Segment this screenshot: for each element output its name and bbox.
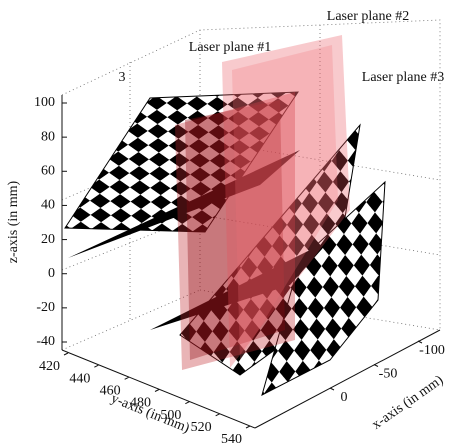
z-tick-label: 40 <box>41 198 55 213</box>
y-axis-line <box>61 349 256 429</box>
y-tick-label: 520 <box>191 420 212 435</box>
z-tick-label: 60 <box>41 164 55 179</box>
y-tick <box>245 425 251 429</box>
y-tick <box>154 389 160 392</box>
annotation: Laser plane #1 <box>189 40 271 55</box>
y-tick-label: 420 <box>39 359 60 374</box>
y-tick-label: 500 <box>160 408 181 423</box>
laser-planes <box>175 35 350 370</box>
x-tick-label: -100 <box>419 343 445 358</box>
y-tick-label: 460 <box>100 384 121 399</box>
x-axis-line <box>254 329 441 429</box>
annotation: Laser plane #3 <box>362 70 444 85</box>
y-tick <box>215 413 220 417</box>
y-tick-label: 480 <box>130 396 151 411</box>
x-tick <box>329 387 335 391</box>
y-tick <box>124 376 129 380</box>
x-tick <box>417 340 423 344</box>
y-tick-label: 540 <box>221 432 242 447</box>
z-tick-label: 100 <box>34 95 55 110</box>
z-tick-label: 20 <box>41 232 55 247</box>
z-axis-label: z-axis (in mm) <box>6 180 21 263</box>
z-tick-label: 80 <box>41 129 55 144</box>
z-tick-label: -20 <box>36 300 55 315</box>
annotation: 3 <box>119 70 126 85</box>
annotation: Laser plane #2 <box>327 9 409 24</box>
z-tick-label: -40 <box>36 334 55 349</box>
y-tick <box>94 364 99 368</box>
z-tick-label: 0 <box>48 266 55 281</box>
y-tick <box>185 401 190 405</box>
x-tick <box>373 364 379 367</box>
x-tick-label: -50 <box>379 367 398 382</box>
y-tick-label: 440 <box>69 371 90 386</box>
checkerboards <box>64 91 386 396</box>
y-tick <box>63 352 69 356</box>
x-tick-label: 0 <box>341 390 348 405</box>
